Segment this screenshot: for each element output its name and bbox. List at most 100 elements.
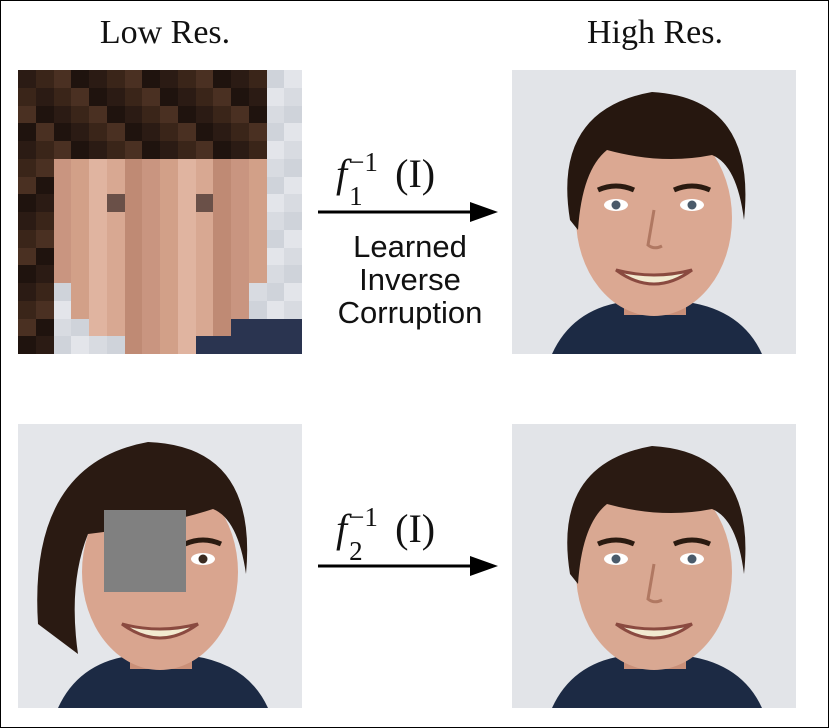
high-res-face-1 — [512, 70, 796, 354]
pixel-cell — [142, 265, 160, 283]
pixel-cell — [71, 176, 89, 195]
function-1-superscript: −1 — [349, 147, 378, 177]
pixel-cell — [177, 87, 196, 106]
pixel-cell — [248, 247, 267, 266]
pixel-cell — [106, 176, 125, 195]
pixel-cell — [142, 158, 160, 177]
pixel-cell — [142, 300, 160, 319]
caption-line-1: Learned — [353, 229, 467, 264]
pixel-cell — [89, 176, 107, 195]
pixel-cell — [195, 176, 214, 195]
pixel-cell — [248, 300, 267, 319]
pixel-cell — [53, 123, 72, 141]
pixel-cell — [284, 229, 302, 248]
pixel-cell — [106, 70, 125, 88]
pixel-cell — [266, 265, 285, 283]
pixel-cell — [195, 212, 214, 230]
pixel-cell — [177, 300, 196, 319]
pixel-cell — [160, 212, 178, 230]
pixel-cell — [231, 283, 249, 301]
pixel-cell — [53, 247, 72, 266]
pixel-cell — [213, 194, 231, 212]
pixel-cell — [35, 318, 54, 337]
pixel-cell — [106, 158, 125, 177]
pixel-cell — [160, 176, 178, 195]
pixel-cell — [89, 336, 107, 354]
pixel-cell — [18, 176, 36, 195]
pixel-cell — [106, 141, 125, 159]
pixel-cell — [35, 247, 54, 266]
pixel-cell — [266, 283, 285, 301]
pixel-cell — [35, 265, 54, 283]
pixel-cell — [195, 336, 214, 354]
pixel-cell — [248, 212, 267, 230]
pixel-cell — [248, 336, 267, 354]
pixel-cell — [89, 265, 107, 283]
pixel-cell — [248, 158, 267, 177]
pixel-cell — [213, 265, 231, 283]
pixel-cell — [195, 247, 214, 266]
pixel-cell — [160, 123, 178, 141]
pixel-cell — [106, 212, 125, 230]
pixel-cell — [71, 123, 89, 141]
pixel-cell — [18, 229, 36, 248]
pixel-cell — [177, 318, 196, 337]
pixel-cell — [231, 194, 249, 212]
pixel-cell — [160, 105, 178, 124]
arrow-1 — [318, 202, 498, 222]
pixel-cell — [248, 87, 267, 106]
pixel-cell — [124, 105, 143, 124]
pixel-cell — [266, 212, 285, 230]
pixel-cell — [71, 141, 89, 159]
pixel-cell — [213, 229, 231, 248]
pixel-cell — [160, 158, 178, 177]
pixel-cell — [195, 70, 214, 88]
pixel-cell — [248, 105, 267, 124]
pixel-cell — [195, 265, 214, 283]
pixel-cell — [284, 123, 302, 141]
pixel-cell — [53, 87, 72, 106]
pixel-cell — [71, 336, 89, 354]
pixel-cell — [213, 123, 231, 141]
pixel-cell — [35, 158, 54, 177]
caption-learned-inverse-corruption: Learned Inverse Corruption — [310, 230, 510, 329]
pixel-cell — [195, 194, 214, 212]
pixel-cell — [124, 176, 143, 195]
pixel-cell — [160, 318, 178, 337]
pixel-cell — [35, 229, 54, 248]
pixel-cell — [266, 105, 285, 124]
pixel-cell — [35, 141, 54, 159]
pixel-cell — [71, 318, 89, 337]
pixel-cell — [248, 70, 267, 88]
pixel-cell — [213, 176, 231, 195]
pixel-cell — [231, 123, 249, 141]
pixel-cell — [71, 300, 89, 319]
pixel-cell — [124, 300, 143, 319]
pixel-cell — [53, 283, 72, 301]
pixel-cell — [177, 229, 196, 248]
pixel-cell — [106, 229, 125, 248]
pixel-cell — [195, 300, 214, 319]
function-2-superscript: −1 — [349, 502, 378, 532]
pixel-cell — [266, 229, 285, 248]
pixel-cell — [53, 300, 72, 319]
pixel-cell — [266, 176, 285, 195]
pixel-cell — [71, 70, 89, 88]
pixel-cell — [18, 265, 36, 283]
pixel-cell — [124, 212, 143, 230]
pixel-cell — [18, 123, 36, 141]
pixel-cell — [248, 265, 267, 283]
pixel-cell — [89, 229, 107, 248]
pixel-cell — [160, 141, 178, 159]
pixel-cell — [18, 247, 36, 266]
pixel-cell — [71, 212, 89, 230]
pixel-cell — [18, 212, 36, 230]
pixel-cell — [124, 283, 143, 301]
pixel-cell — [53, 212, 72, 230]
high-res-face-2 — [512, 424, 796, 708]
caption-line-2: Inverse — [359, 262, 461, 297]
pixel-cell — [284, 336, 302, 354]
pixel-cell — [35, 176, 54, 195]
pixel-cell — [142, 247, 160, 266]
pixel-cell — [160, 300, 178, 319]
